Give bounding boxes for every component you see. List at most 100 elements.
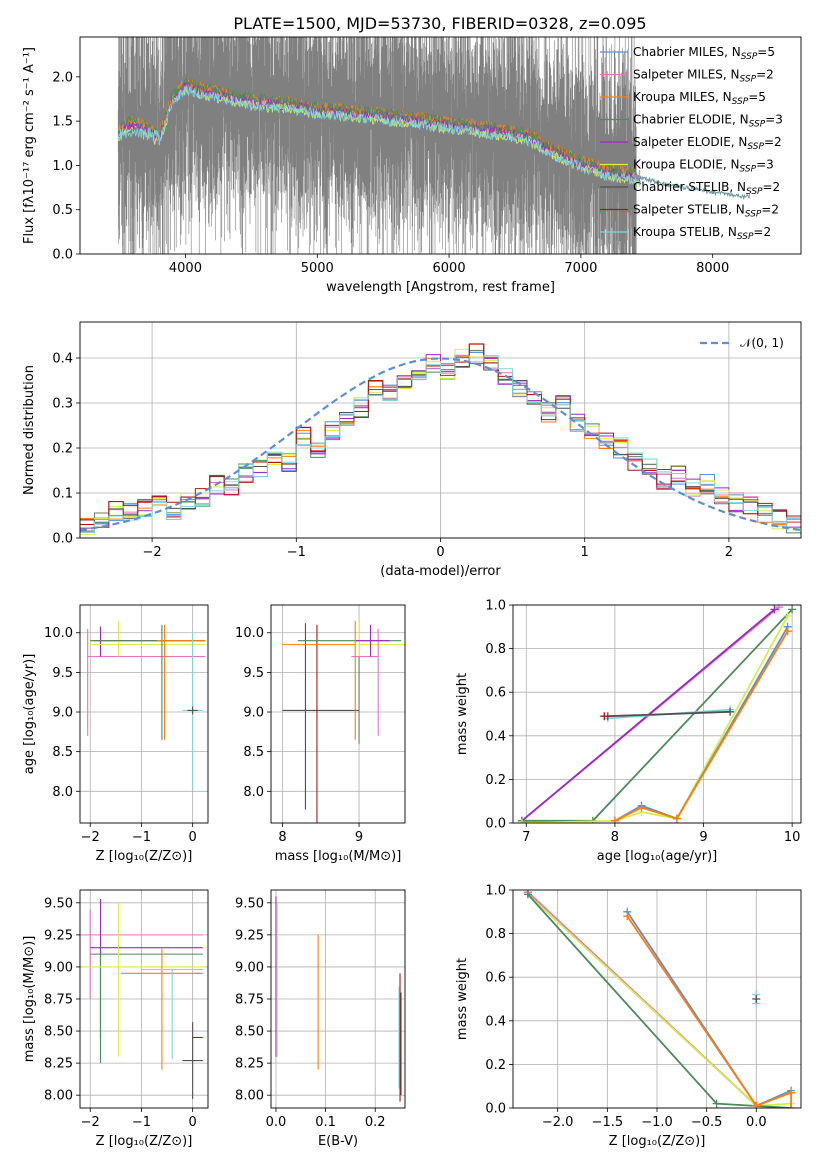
x-tick-label: −2 [143, 545, 162, 560]
model-spectrum [117, 76, 641, 180]
mass-weight-marker [726, 707, 735, 716]
y-tick-label: 0.0 [485, 817, 506, 832]
x-tick-label: 9 [355, 830, 363, 845]
x-tick-label: −2.0 [542, 1115, 574, 1130]
legend-label-n: =2 [753, 225, 771, 239]
legend-label: Chabrier ELODIE, NSSP=3 [633, 113, 783, 130]
mass-weight-marker [610, 816, 619, 823]
y-axis-label: Flux [fλ10⁻¹⁷ erg cm⁻² s⁻¹ A⁻¹] [22, 47, 37, 244]
mass-weight-marker [752, 995, 761, 1003]
legend-label-text: Salpeter MILES, N [633, 68, 740, 82]
legend-label: Salpeter MILES, NSSP=2 [633, 68, 774, 85]
x-tick-label: 4000 [169, 261, 202, 276]
mass-weight-line [607, 710, 731, 718]
axes-frame [79, 889, 209, 1109]
y-tick-label: 0.4 [485, 1014, 506, 1029]
x-axis-label: (data-model)/error [380, 564, 501, 579]
age-vs-mass-panel: 8 9 8.0 8.5 9.0 9.5 10.0 mass [log₁₀(M/M⊙)] [235, 604, 406, 864]
y-tick-label: 0.4 [485, 729, 506, 744]
x-tick-label: 0.0 [746, 1115, 767, 1130]
x-tick-label: −1 [132, 1115, 151, 1130]
legend-label-n: =3 [765, 113, 783, 127]
mass-weight-marker [523, 890, 532, 899]
normal-curve [80, 357, 801, 532]
mass-weight-marker [752, 1101, 761, 1108]
y-tick-label: 8.50 [235, 1025, 264, 1040]
y-tick-label: 8.00 [235, 1089, 264, 1104]
x-axis-label: Z [log₁₀(Z/Z⊙)] [609, 1134, 706, 1149]
y-tick-label: 0.2 [485, 773, 506, 788]
residuals-data [80, 343, 801, 538]
y-tick-label: 9.5 [52, 666, 73, 681]
legend-label-text: Chabrier STELIB, N [633, 180, 746, 194]
legend-label-sub: SSP [737, 232, 754, 242]
y-tick-label: 8.0 [52, 785, 73, 800]
mass-weight-line [614, 630, 789, 822]
mass-weight-marker [623, 912, 632, 921]
x-tick-label: 7000 [564, 261, 597, 276]
y-axis-label: age [log₁₀(age/yr)] [22, 654, 37, 775]
y-tick-label: 0.6 [485, 686, 506, 701]
legend-label: Kroupa STELIB, NSSP=2 [633, 225, 771, 242]
y-tick-label: 0.5 [52, 203, 73, 218]
mass-vs-ebv-panel: 0.0 0.1 0.2 8.00 8.25 8.50 8.75 9.00 9.25 9.50 E(B… [235, 889, 406, 1149]
crosses-data [80, 898, 206, 1100]
y-tick-label: 0.8 [485, 642, 506, 657]
legend-label-text: Salpeter ELODIE, N [633, 135, 747, 149]
age-vs-Z-panel: −2 −1 0 8.0 8.5 9.0 9.5 10.0 Z [log₁₀(Z/Z⊙)] age … [22, 604, 209, 864]
x-tick-label: 8000 [696, 261, 729, 276]
y-tick-label: 1.0 [485, 884, 506, 899]
y-tick-label: 0.2 [485, 1058, 506, 1073]
lines-data [523, 890, 796, 1108]
y-tick-label: 0.8 [485, 927, 506, 942]
mass-weight-line [614, 626, 789, 822]
y-tick-label: 1.0 [52, 159, 73, 174]
y-tick-label: 9.0 [52, 706, 73, 721]
legend-label-text: Kroupa ELODIE, N [633, 158, 740, 172]
legend-label-text: Chabrier MILES, N [633, 45, 741, 59]
x-tick-label: −1.0 [641, 1115, 673, 1130]
y-tick-label: 9.00 [44, 960, 73, 975]
y-tick-label: 9.25 [235, 928, 264, 943]
axes-frame [270, 604, 406, 824]
x-axis-label: wavelength [Angstrom, rest frame] [326, 280, 555, 295]
x-tick-label: 0 [188, 830, 196, 845]
mass-weight-line [626, 915, 792, 1108]
legend-label-n: =3 [756, 158, 774, 172]
plots-layer: 4000 5000 6000 7000 80000.00.51.01.52.0wavel… [22, 36, 802, 1149]
y-tick-label: 8.75 [235, 993, 264, 1008]
x-tick-label: 0.0 [266, 1115, 287, 1130]
y-tick-label: 0.1 [52, 487, 73, 502]
x-tick-label: −1.5 [592, 1115, 624, 1130]
legend-label-n: =5 [757, 45, 775, 59]
mass-weight-marker [783, 611, 792, 620]
y-tick-label: 10.0 [44, 626, 73, 641]
x-tick-label: 6000 [433, 261, 466, 276]
mass-vs-Z-panel: −2 −1 0 8.00 8.25 8.50 8.75 9.00 9.25 9.50 Z [log₁… [22, 889, 209, 1149]
y-tick-label: 8.5 [52, 745, 73, 760]
mass-weight-line [527, 893, 792, 1107]
y-tick-label: 9.0 [243, 706, 264, 721]
legend-label: Chabrier STELIB, NSSP=2 [633, 180, 780, 197]
y-tick-label: 8.5 [243, 745, 264, 760]
mass-weight-marker [787, 1104, 796, 1108]
y-tick-label: 0.0 [52, 532, 73, 547]
y-tick-label: 0.0 [52, 248, 73, 263]
legend-label-text: Kroupa MILES, N [633, 90, 732, 104]
y-tick-label: 8.25 [235, 1057, 264, 1072]
legend-label-n: =5 [748, 90, 766, 104]
y-tick-label: 0.0 [485, 1102, 506, 1117]
x-tick-label: 7 [522, 830, 530, 845]
x-tick-label: 0 [188, 1115, 196, 1130]
y-tick-label: 8.00 [44, 1089, 73, 1104]
x-tick-label: 0.1 [315, 1115, 336, 1130]
crosses-data [275, 896, 402, 1102]
y-tick-label: 0.4 [52, 352, 73, 367]
mass-weight-marker [774, 605, 783, 612]
mass-weight-marker [788, 605, 797, 614]
y-tick-label: 9.25 [44, 928, 73, 943]
y-tick-label: 0.2 [52, 442, 73, 457]
legend-label-n: =2 [756, 68, 774, 82]
legend-label: Salpeter STELIB, NSSP=2 [633, 203, 779, 220]
